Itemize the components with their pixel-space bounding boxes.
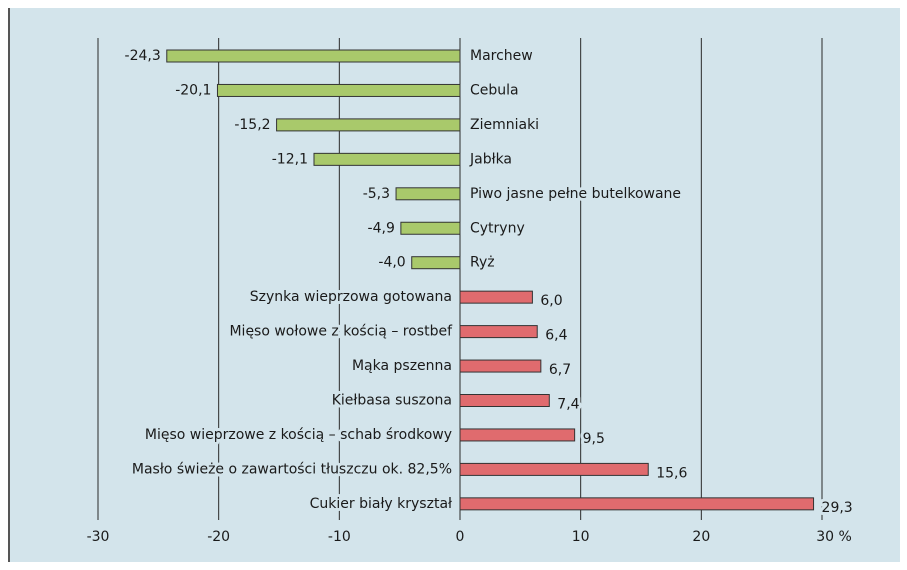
value-label: -12,1 — [272, 151, 308, 167]
bar — [459, 497, 815, 511]
value-label: 6,4 — [545, 328, 567, 344]
category-label: Ryż — [470, 255, 495, 271]
value-label: -15,2 — [234, 117, 270, 133]
value-label: -4,9 — [368, 220, 395, 236]
x-tick-label: 0 — [456, 529, 465, 545]
x-tick-label: 20 — [692, 529, 710, 545]
category-label: Cebula — [470, 82, 519, 98]
x-tick-label: 30 % — [816, 529, 852, 545]
category-label: Szynka wieprzowa gotowana — [250, 289, 452, 305]
category-label: Masło świeże o zawartości tłuszczu ok. 8… — [132, 461, 452, 477]
bar — [459, 428, 576, 442]
category-label: Cukier biały kryształ — [310, 496, 452, 512]
panel — [8, 8, 900, 562]
category-label: Mięso wieprzowe z kością – schab środkow… — [145, 427, 452, 443]
bar — [411, 256, 461, 270]
bar — [395, 187, 461, 201]
x-tick-label: -10 — [328, 529, 351, 545]
x-tick-label: 10 — [572, 529, 590, 545]
value-label: 15,6 — [656, 465, 687, 481]
bar — [313, 152, 461, 166]
value-label: 29,3 — [822, 500, 853, 516]
value-label: 9,5 — [583, 431, 605, 447]
bar — [459, 394, 550, 407]
bar — [459, 462, 649, 476]
x-tick-label: -20 — [207, 529, 230, 545]
bar — [459, 290, 533, 304]
value-label: -4,0 — [378, 255, 405, 271]
bar — [459, 325, 538, 339]
category-label: Ziemniaki — [470, 117, 539, 133]
bar — [276, 118, 461, 132]
value-label: 7,4 — [557, 397, 579, 413]
x-tick-label: -30 — [87, 529, 110, 545]
bar — [459, 359, 542, 373]
value-label: 6,0 — [540, 293, 562, 309]
category-label: Kiełbasa suszona — [332, 393, 452, 409]
category-label: Marchew — [470, 48, 533, 64]
value-label: 6,7 — [549, 362, 571, 378]
bar — [166, 49, 461, 63]
category-label: Cytryny — [470, 220, 525, 236]
bar — [400, 221, 461, 235]
value-label: -5,3 — [363, 186, 390, 202]
value-label: -20,1 — [175, 82, 211, 98]
category-label: Piwo jasne pełne butelkowane — [470, 186, 681, 202]
value-label: -24,3 — [125, 48, 161, 64]
category-label: Mąka pszenna — [352, 358, 452, 374]
category-label: Jabłka — [469, 151, 512, 167]
bar — [216, 83, 461, 97]
category-label: Mięso wołowe z kością – rostbef — [229, 324, 453, 340]
